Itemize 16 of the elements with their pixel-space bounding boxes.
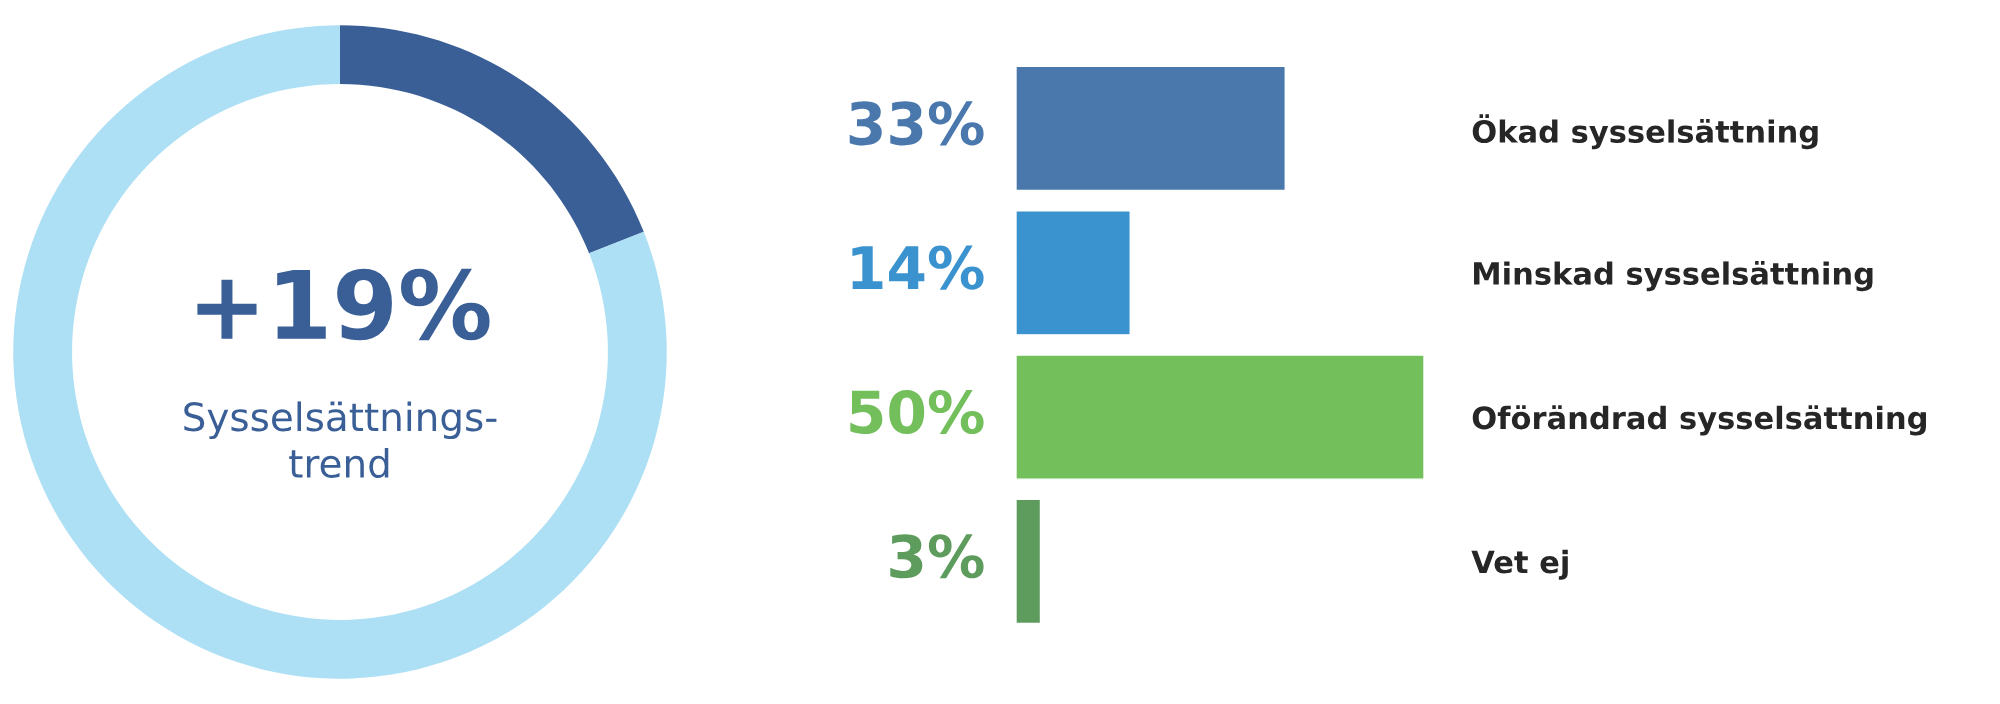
text: +19% [197, 268, 490, 341]
donut-slice [13, 25, 667, 679]
y-tick-label: Oförändrad sysselsättning [1472, 405, 1926, 436]
y-tick-label: Ökad sysselsättning [1472, 114, 1818, 150]
donut-slice [340, 25, 644, 254]
bar [1016, 210, 1131, 336]
text: Sysselsättnings- trend [184, 401, 497, 479]
data-label: 33% [849, 101, 984, 146]
y-tick-label: Minskad sysselsättning [1474, 260, 1873, 292]
data-label: 3% [890, 534, 984, 579]
data-label: 50% [850, 389, 984, 435]
y-tick-label: Vet ej [1471, 549, 1568, 580]
data-label: 14% [852, 245, 984, 290]
bar [1016, 65, 1286, 192]
bar [1016, 498, 1042, 625]
bar [1016, 354, 1424, 480]
